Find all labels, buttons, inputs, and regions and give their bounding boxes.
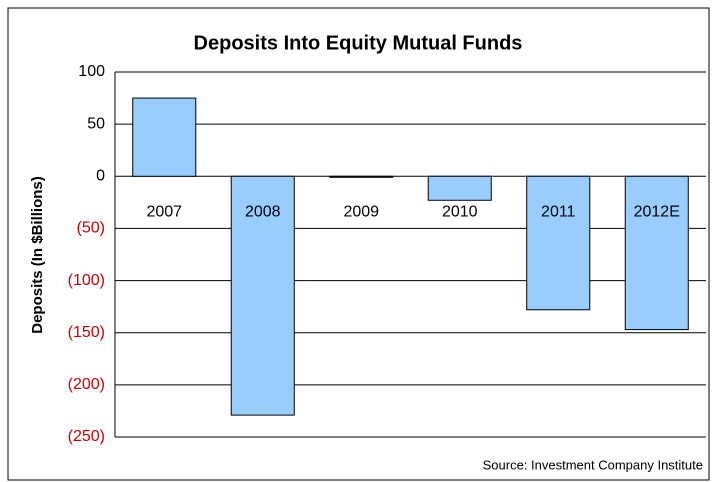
y-tick-label: (50) [77, 220, 105, 237]
x-tick-label: 2009 [343, 204, 379, 221]
chart-title: Deposits Into Equity Mutual Funds [194, 32, 523, 54]
y-tick-label: 100 [78, 63, 105, 80]
x-tick-label: 2012E [634, 204, 680, 221]
bar [526, 175, 591, 311]
bar [329, 175, 394, 178]
y-axis-label: Deposits (In $Billions) [29, 176, 46, 334]
x-tick-label: 2010 [442, 204, 478, 221]
bar [427, 175, 492, 201]
x-tick-label: 2007 [146, 204, 182, 221]
bar [230, 175, 295, 416]
y-tick-label: 0 [96, 168, 105, 185]
y-tick-label: (250) [68, 428, 105, 445]
source-note: Source: Investment Company Institute [483, 457, 703, 472]
y-tick-label: (150) [68, 324, 105, 341]
bar [132, 97, 197, 177]
x-tick-label: 2011 [541, 204, 576, 221]
bar [624, 175, 689, 331]
y-tick-label: 50 [87, 115, 105, 132]
x-tick-label: 2008 [245, 204, 281, 221]
y-tick-label: (100) [68, 272, 105, 289]
chart-frame [7, 7, 710, 481]
y-tick-label: (200) [68, 376, 105, 393]
